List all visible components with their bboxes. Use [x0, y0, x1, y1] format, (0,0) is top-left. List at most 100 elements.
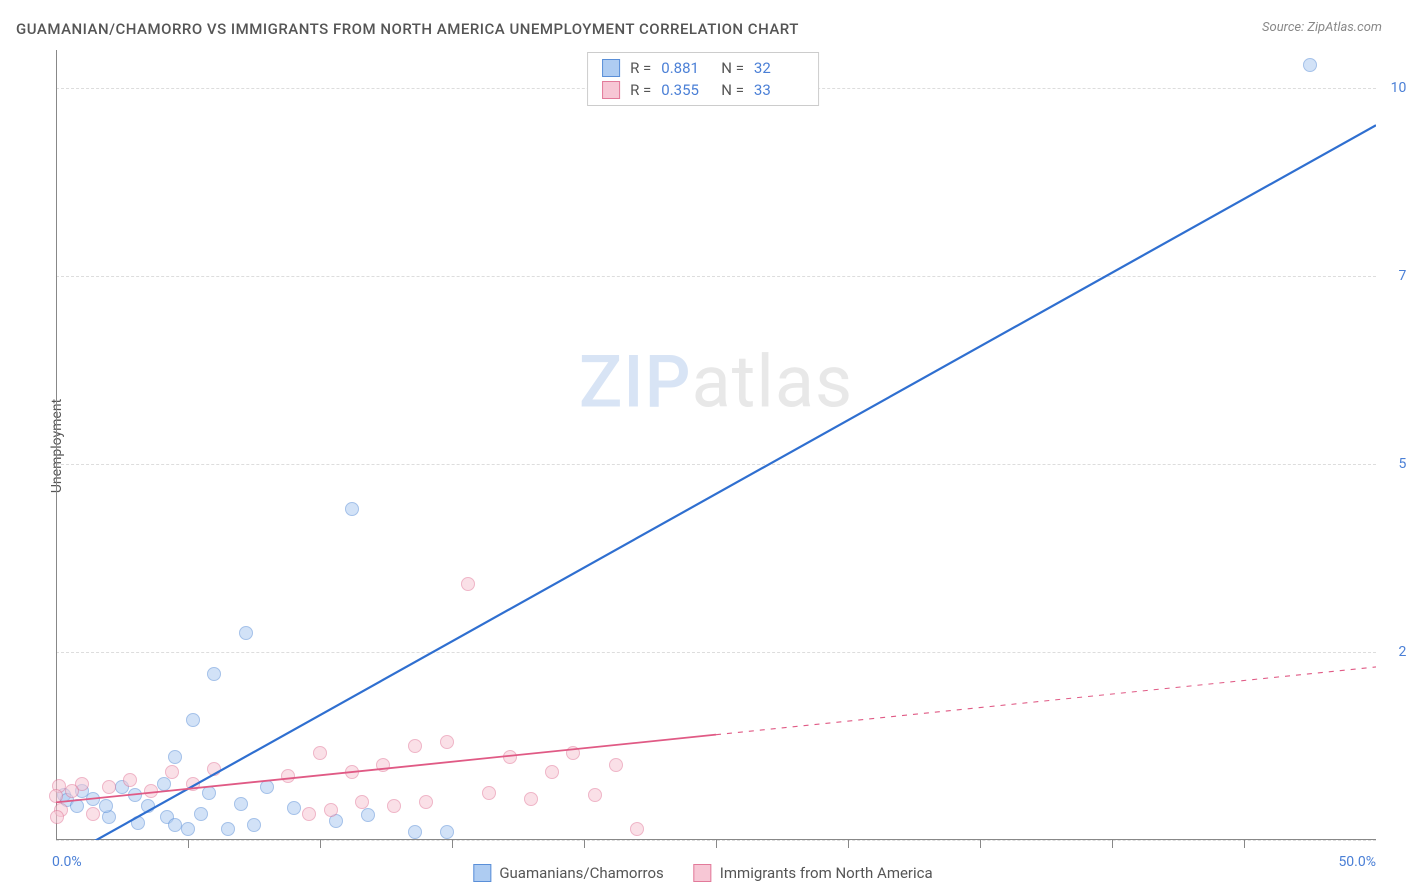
data-point — [281, 769, 295, 783]
data-point — [260, 780, 274, 794]
n-value-series1: 32 — [754, 59, 804, 77]
data-point — [408, 739, 422, 753]
data-point — [313, 746, 327, 760]
r-value-series2: 0.355 — [661, 81, 711, 99]
y-tick-label: 75.0% — [1398, 268, 1406, 284]
data-point — [545, 765, 559, 779]
watermark: ZIPatlas — [579, 339, 853, 424]
chart-plot-area: ZIPatlas 0.0%50.0%25.0%50.0%75.0%100.0% — [56, 50, 1376, 840]
data-point — [207, 762, 221, 776]
n-label: N = — [721, 81, 744, 99]
x-tick — [848, 840, 849, 848]
data-point — [181, 822, 195, 836]
data-point — [345, 502, 359, 516]
bottom-legend: Guamanians/Chamorros Immigrants from Nor… — [473, 864, 932, 882]
data-point — [324, 803, 338, 817]
data-point — [194, 807, 208, 821]
r-label: R = — [630, 59, 651, 77]
chart-title: GUAMANIAN/CHAMORRO VS IMMIGRANTS FROM NO… — [16, 20, 799, 38]
gridline — [56, 464, 1376, 465]
n-value-series2: 33 — [754, 81, 804, 99]
data-point — [1303, 58, 1317, 72]
data-point — [355, 795, 369, 809]
x-tick — [716, 840, 717, 848]
data-point — [239, 626, 253, 640]
data-point — [50, 810, 64, 824]
x-tick-label: 0.0% — [52, 854, 82, 870]
data-point — [361, 808, 375, 822]
legend-item-series1: Guamanians/Chamorros — [473, 864, 663, 882]
data-point — [49, 789, 63, 803]
data-point — [461, 577, 475, 591]
x-tick — [452, 840, 453, 848]
legend-label-series2: Immigrants from North America — [720, 864, 933, 882]
x-tick — [980, 840, 981, 848]
data-point — [376, 758, 390, 772]
data-point — [234, 797, 248, 811]
data-point — [408, 825, 422, 839]
data-point — [186, 713, 200, 727]
data-point — [588, 788, 602, 802]
data-point — [168, 818, 182, 832]
data-point — [128, 788, 142, 802]
data-point — [419, 795, 433, 809]
data-point — [630, 822, 644, 836]
swatch-series1 — [602, 59, 620, 77]
x-tick — [584, 840, 585, 848]
data-point — [144, 784, 158, 798]
data-point — [482, 786, 496, 800]
data-point — [65, 784, 79, 798]
data-point — [202, 786, 216, 800]
gridline — [56, 652, 1376, 653]
x-tick-label: 50.0% — [1338, 854, 1376, 870]
data-point — [566, 746, 580, 760]
y-tick-label: 25.0% — [1398, 644, 1406, 660]
legend-label-series1: Guamanians/Chamorros — [499, 864, 663, 882]
legend-item-series2: Immigrants from North America — [694, 864, 933, 882]
data-point — [524, 792, 538, 806]
data-point — [302, 807, 316, 821]
data-point — [70, 799, 84, 813]
swatch-series2-bottom — [694, 864, 712, 882]
y-tick-label: 50.0% — [1398, 456, 1406, 472]
data-point — [131, 816, 145, 830]
data-point — [141, 799, 155, 813]
data-point — [123, 773, 137, 787]
watermark-zip: ZIP — [579, 339, 692, 424]
source-attribution: Source: ZipAtlas.com — [1262, 20, 1382, 35]
data-point — [503, 750, 517, 764]
stats-row-series1: R = 0.881 N = 32 — [588, 57, 818, 79]
watermark-atlas: atlas — [692, 339, 854, 424]
swatch-series2 — [602, 81, 620, 99]
data-point — [609, 758, 623, 772]
data-point — [186, 777, 200, 791]
x-tick — [1244, 840, 1245, 848]
data-point — [345, 765, 359, 779]
y-tick-label: 100.0% — [1391, 80, 1406, 96]
data-point — [221, 822, 235, 836]
data-point — [207, 667, 221, 681]
data-point — [165, 765, 179, 779]
x-tick — [320, 840, 321, 848]
data-point — [440, 825, 454, 839]
x-tick — [188, 840, 189, 848]
r-label: R = — [630, 81, 651, 99]
r-value-series1: 0.881 — [661, 59, 711, 77]
data-point — [440, 735, 454, 749]
data-point — [102, 780, 116, 794]
n-label: N = — [721, 59, 744, 77]
stats-legend-box: R = 0.881 N = 32 R = 0.355 N = 33 — [587, 52, 819, 106]
data-point — [387, 799, 401, 813]
swatch-series1-bottom — [473, 864, 491, 882]
data-point — [247, 818, 261, 832]
trend-lines — [56, 50, 1376, 840]
y-axis — [56, 50, 57, 840]
x-tick — [1112, 840, 1113, 848]
data-point — [168, 750, 182, 764]
data-point — [287, 801, 301, 815]
gridline — [56, 276, 1376, 277]
data-point — [86, 792, 100, 806]
data-point — [99, 799, 113, 813]
stats-row-series2: R = 0.355 N = 33 — [588, 79, 818, 101]
data-point — [86, 807, 100, 821]
